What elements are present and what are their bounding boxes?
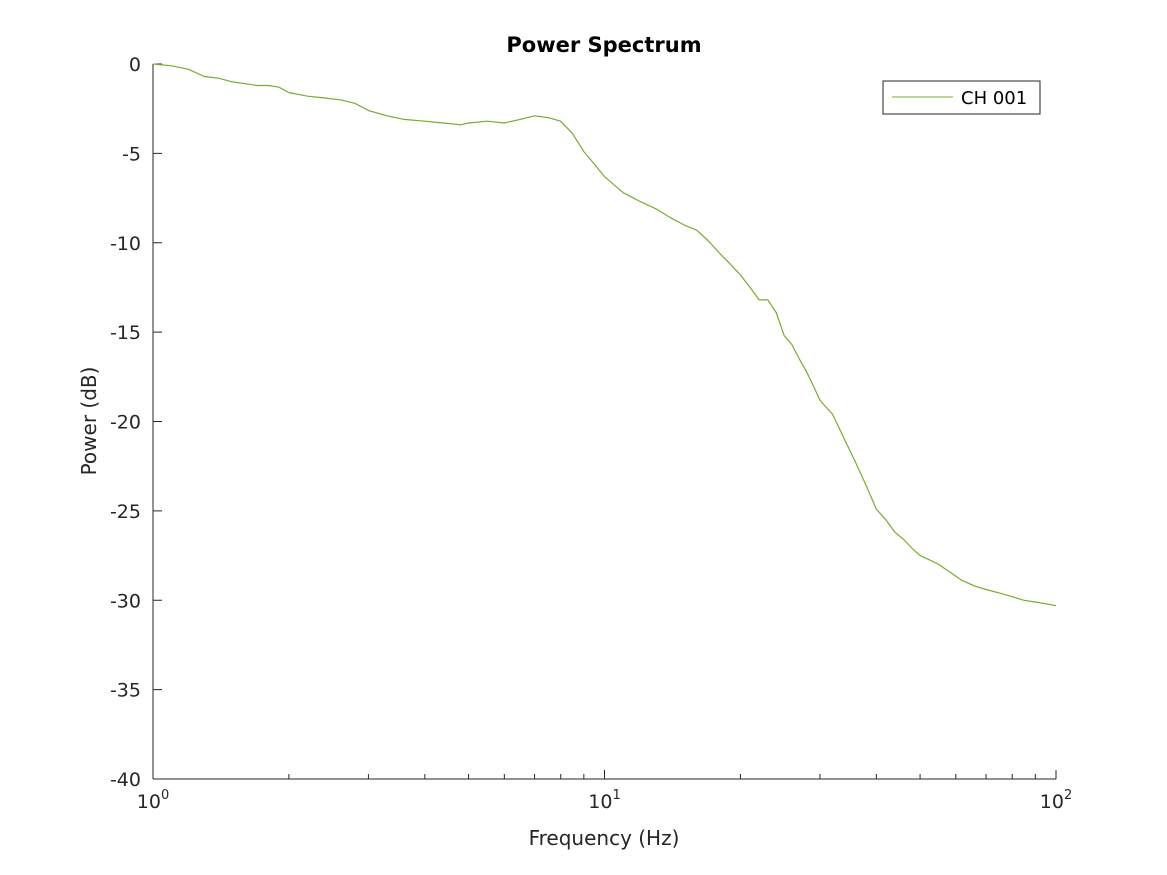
x-tick-label: 101 <box>588 788 620 813</box>
legend: CH 001 <box>882 80 1041 115</box>
y-ticks: 0 -5 -10 -15 -20 -25 -30 -35 -40 <box>110 54 162 791</box>
y-tick-label: -30 <box>110 590 141 612</box>
y-tick-label: -10 <box>110 233 141 255</box>
y-tick-label: -40 <box>110 769 141 791</box>
y-tick-label: -35 <box>110 680 141 702</box>
y-tick-label: 0 <box>129 54 141 76</box>
y-axis-title: Power (dB) <box>77 367 101 476</box>
chart-title: Power Spectrum <box>506 33 701 57</box>
x-tick-label: 100 <box>137 788 169 813</box>
series-line-ch-001 <box>152 63 1057 607</box>
x-minor-ticks <box>288 774 1036 779</box>
y-tick-label: -25 <box>110 501 141 523</box>
series-lines <box>152 63 1057 607</box>
y-tick-label: -20 <box>110 412 141 434</box>
y-tick-label: -5 <box>122 143 141 165</box>
plot-area <box>153 64 1056 779</box>
y-tick-label: -15 <box>110 322 141 344</box>
x-tick-label: 102 <box>1040 788 1072 813</box>
x-ticks: 100 101 102 <box>137 770 1072 813</box>
x-axis-title: Frequency (Hz) <box>529 826 680 850</box>
legend-label-ch001: CH 001 <box>961 88 1027 109</box>
axes: 100 101 102 0 -5 -10 -15 -20 -25 -30 -35 -40 <box>110 54 1072 813</box>
